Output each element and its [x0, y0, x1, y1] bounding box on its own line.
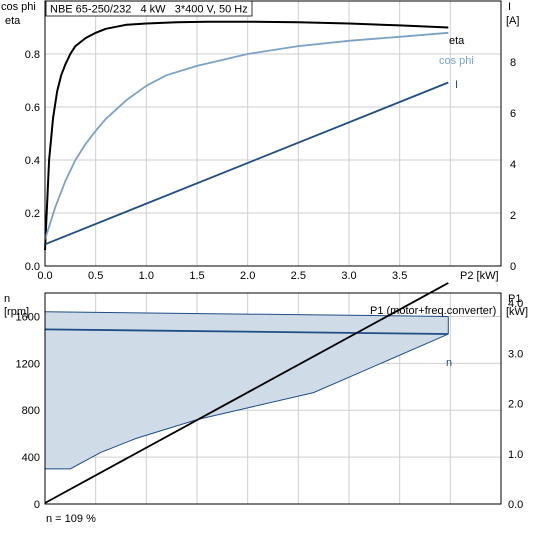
bottom-left-tick-label: 0	[34, 499, 40, 511]
top-right-tick-label: 4	[510, 159, 516, 171]
top-right-tick-label: 2	[510, 210, 516, 222]
chart-title: NBE 65-250/232 4 kW 3*400 V, 50 Hz	[50, 4, 248, 16]
series-label-p1: P1 (motor+freq.converter)	[370, 305, 496, 317]
top-x-tick-label: 0.0	[37, 270, 52, 282]
top-left-tick-label: 0.4	[25, 155, 40, 167]
top-grid	[44, 1, 501, 267]
bottom-right-tick-label: 4.0	[508, 298, 523, 310]
top-left-tick-label: 0.2	[25, 208, 40, 220]
bottom-right-tick-label: 3.0	[508, 348, 523, 360]
bottom-tick-labels: 0 400 800 1200 1600 0.0 1.0 2.0 3.0 4.0	[16, 298, 524, 511]
top-plot-frame	[44, 0, 502, 267]
bottom-left-ylabel-line2: [rpm]	[4, 306, 29, 318]
series-line-eta	[44, 20, 449, 251]
speed-range-upper	[44, 311, 449, 317]
bottom-left-tick-label: 800	[22, 405, 40, 417]
top-xlabel: P2 [kW]	[460, 270, 499, 282]
top-x-tick-label: 3.0	[341, 270, 356, 282]
top-x-tick-label: 1.0	[139, 270, 154, 282]
series-line-cos-phi	[44, 31, 449, 240]
series-line-I	[44, 81, 449, 246]
top-left-tick-label: 0.6	[25, 102, 40, 114]
bottom-plot-frame	[44, 292, 502, 505]
top-x-tick-label: 2.0	[240, 270, 255, 282]
top-right-ylabel-line1: I	[508, 1, 511, 13]
top-x-tick-label: 2.5	[291, 270, 306, 282]
speed-range-lower	[45, 333, 449, 470]
speed-range-area	[45, 311, 449, 469]
series-label-n: n	[446, 357, 452, 369]
bottom-left-tick-label: 1200	[16, 358, 40, 370]
top-left-ylabel-line2: eta	[5, 15, 21, 27]
top-x-tick-label: 3.5	[392, 270, 407, 282]
top-right-tick-label: 8	[510, 57, 516, 69]
top-right-tick-label: 6	[510, 108, 516, 120]
bottom-right-tick-label: 2.0	[508, 399, 523, 411]
series-label-current: I	[455, 79, 458, 91]
top-left-tick-label: 0.0	[25, 261, 40, 273]
series-label-eta: eta	[449, 35, 465, 47]
top-right-tick-label: 0	[510, 261, 516, 273]
bottom-panel: n [rpm] P1 [kW] 0 400 800 1200 1600 0.0 1.0 2.0…	[4, 282, 528, 525]
bottom-right-ylabel-line1: P1	[508, 293, 521, 305]
top-right-ylabel-line2: [A]	[506, 15, 519, 27]
top-series	[44, 20, 449, 251]
bottom-left-tick-label: 1600	[16, 311, 40, 323]
series-line-p1	[44, 282, 449, 504]
top-x-tick-label: 1.5	[189, 270, 204, 282]
bottom-left-ylabel-line1: n	[4, 293, 10, 305]
bottom-left-tick-label: 400	[22, 452, 40, 464]
top-left-ylabel-line1: cos phi	[1, 1, 36, 13]
series-label-cosphi: cos phi	[439, 55, 474, 67]
bottom-right-tick-label: 0.0	[508, 499, 523, 511]
top-left-tick-label: 0.8	[25, 49, 40, 61]
speed-annotation: n = 109 %	[46, 513, 96, 525]
bottom-right-tick-label: 1.0	[508, 449, 523, 461]
top-tick-labels: 0.0 0.5 1.0 1.5 2.0 2.5 3.0 3.5 0.0 0.2 0.4 0.6 0.8 0…	[25, 49, 516, 282]
bottom-right-ylabel-line2: [kW]	[506, 306, 528, 318]
series-line-n	[44, 328, 449, 335]
top-panel: NBE 65-250/232 4 kW 3*400 V, 50 Hz cos p…	[1, 0, 519, 282]
top-x-tick-label: 0.5	[88, 270, 103, 282]
bottom-series	[44, 282, 449, 504]
